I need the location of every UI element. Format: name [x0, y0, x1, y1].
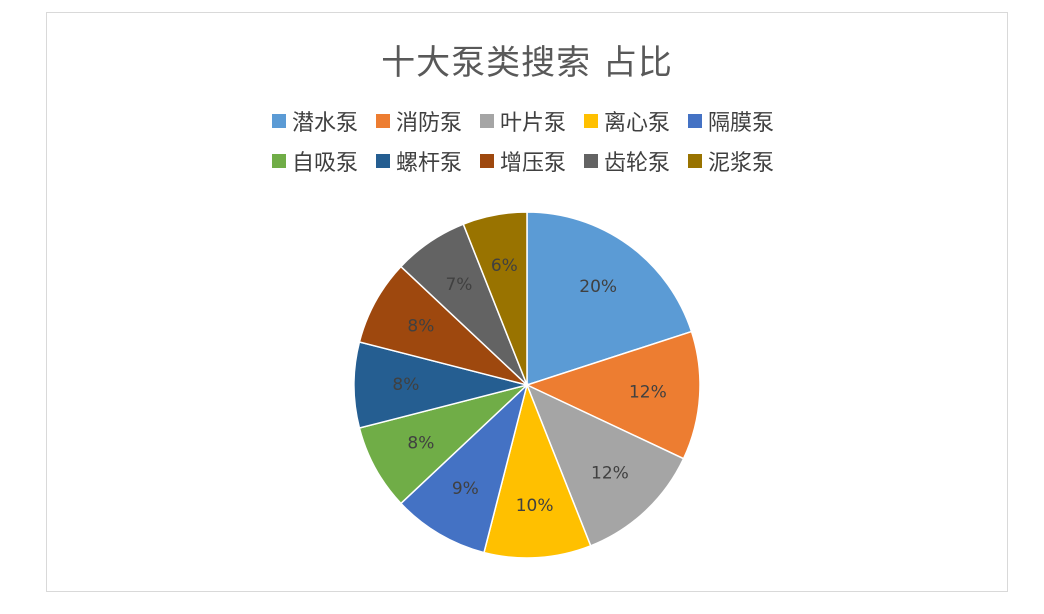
legend-label: 自吸泵 [292, 151, 359, 176]
legend-swatch [376, 154, 390, 168]
slice-data-label: 20% [579, 277, 617, 297]
legend-label: 隔膜泵 [708, 111, 775, 136]
pie-slice [483, 382, 592, 559]
legend-item: 潜水泵 [272, 105, 376, 137]
legend-swatch [688, 154, 702, 168]
pie-slice [524, 330, 701, 460]
slice-data-label: 12% [629, 383, 667, 403]
legend-swatch [584, 154, 598, 168]
slice-data-label: 7% [445, 275, 472, 295]
legend-label: 螺杆泵 [396, 151, 463, 176]
legend-item: 消防泵 [376, 105, 480, 137]
slice-data-label: 8% [407, 317, 434, 337]
legend-item: 自吸泵 [272, 145, 376, 177]
pie-slice [399, 382, 529, 554]
legend: 潜水泵 消防泵 叶片泵 离心泵 隔膜泵自吸泵 螺杆泵 增压泵 齿轮泵 泥浆泵 [272, 105, 802, 177]
legend-swatch [272, 154, 286, 168]
legend-label: 增压泵 [500, 151, 567, 176]
legend-label: 叶片泵 [500, 111, 567, 136]
legend-label: 离心泵 [604, 111, 671, 136]
legend-swatch [584, 114, 598, 128]
pie-slice [462, 211, 528, 386]
legend-swatch [480, 154, 494, 168]
legend-item: 螺杆泵 [376, 145, 480, 177]
legend-swatch [688, 114, 702, 128]
legend-item: 离心泵 [584, 105, 688, 137]
legend-item: 增压泵 [480, 145, 584, 177]
legend-swatch [480, 114, 494, 128]
slice-data-label: 8% [407, 433, 434, 453]
legend-label: 泥浆泵 [708, 151, 775, 176]
chart-title: 十大泵类搜索 占比 [381, 43, 673, 83]
legend-item: 泥浆泵 [688, 145, 792, 177]
pie-slice [525, 383, 685, 547]
legend-label: 齿轮泵 [604, 151, 671, 176]
slice-data-label: 6% [491, 256, 518, 276]
legend-label: 潜水泵 [292, 111, 359, 136]
legend-swatch [272, 114, 286, 128]
legend-label: 消防泵 [396, 111, 463, 136]
slice-data-label: 9% [452, 479, 479, 499]
legend-item: 齿轮泵 [584, 145, 688, 177]
legend-swatch [376, 114, 390, 128]
legend-item: 叶片泵 [480, 105, 584, 137]
slice-data-label: 8% [392, 375, 419, 395]
slice-data-label: 10% [516, 496, 554, 516]
slice-data-label: 12% [591, 463, 629, 483]
pie-slice [526, 211, 693, 387]
legend-item: 隔膜泵 [688, 105, 792, 137]
